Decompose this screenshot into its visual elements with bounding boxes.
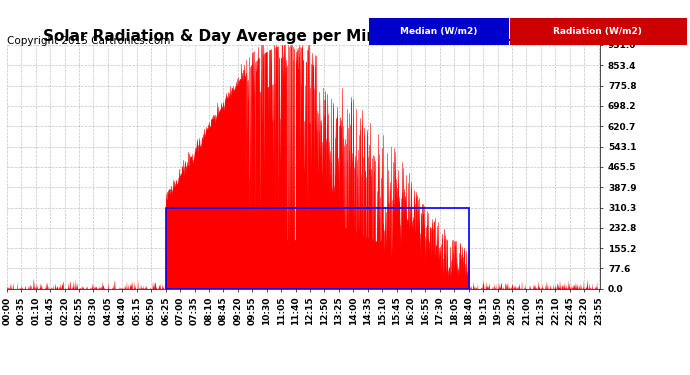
Bar — [166, 207, 469, 289]
Text: Radiation (W/m2): Radiation (W/m2) — [553, 27, 642, 36]
Title: Solar Radiation & Day Average per Minute (Today) 20150330: Solar Radiation & Day Average per Minute… — [43, 29, 564, 44]
Text: Copyright 2015 Cartronics.com: Copyright 2015 Cartronics.com — [7, 36, 170, 46]
Bar — [511, 18, 687, 45]
Bar — [369, 18, 509, 45]
Text: Median (W/m2): Median (W/m2) — [400, 27, 477, 36]
